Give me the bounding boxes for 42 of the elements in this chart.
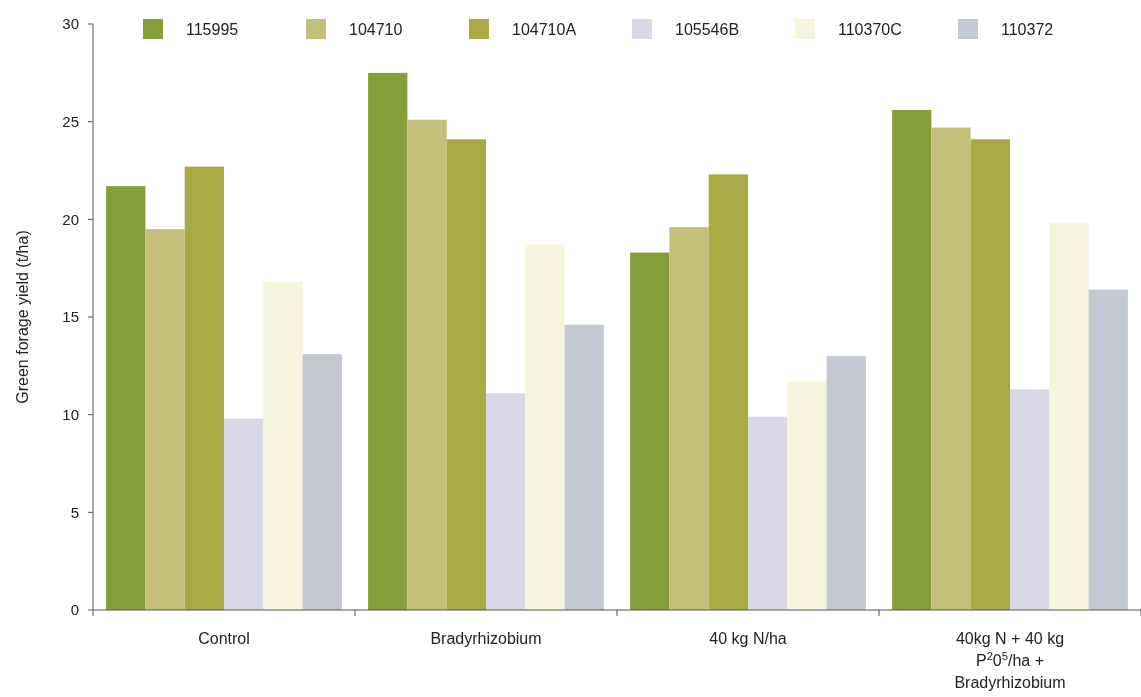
x-tick-label: 40 kg N/ha xyxy=(709,630,787,647)
bar xyxy=(224,418,264,610)
x-tick-label: 40kg N + 40 kg P$^{2}$0$^{5}$/ha + Bradyrhizobium xyxy=(954,630,1066,691)
y-tick-label: 15 xyxy=(62,308,79,326)
bar xyxy=(826,356,866,610)
x-tick-label: Control xyxy=(198,630,250,647)
x-tick-label: Bradyrhizobium xyxy=(430,630,542,647)
bar xyxy=(787,381,827,610)
bar xyxy=(486,393,526,610)
legend-label: 110372 xyxy=(1001,20,1054,38)
bar xyxy=(564,324,604,610)
legend-label: 105546B xyxy=(675,20,740,38)
legend-label: 104710 xyxy=(349,20,403,38)
bar xyxy=(145,229,185,610)
bar xyxy=(708,174,748,610)
y-tick-label: 10 xyxy=(62,405,79,423)
y-tick-label: 20 xyxy=(62,210,79,228)
bar xyxy=(106,186,146,610)
bar xyxy=(525,244,565,610)
bar xyxy=(1088,289,1128,610)
bar xyxy=(446,139,486,610)
y-tick-label: 25 xyxy=(62,112,79,130)
bar xyxy=(1049,223,1089,610)
y-axis-title: Green forage yield (t/ha) xyxy=(14,230,31,404)
bar xyxy=(931,127,971,610)
bar xyxy=(184,166,224,610)
bar xyxy=(407,119,447,610)
bar xyxy=(669,227,709,610)
bar xyxy=(892,109,932,610)
bar xyxy=(1010,389,1050,610)
bar xyxy=(630,252,670,610)
bar xyxy=(368,72,408,610)
legend-label: 104710A xyxy=(512,20,577,38)
bar xyxy=(263,281,303,610)
y-tick-label: 0 xyxy=(70,601,79,619)
y-tick-label: 5 xyxy=(70,503,79,521)
bar xyxy=(970,139,1010,610)
y-tick-label: 30 xyxy=(62,15,79,33)
bar xyxy=(302,354,342,610)
legend-label: 110370C xyxy=(838,20,902,38)
bar xyxy=(748,416,788,610)
legend-label: 115995 xyxy=(186,20,239,38)
